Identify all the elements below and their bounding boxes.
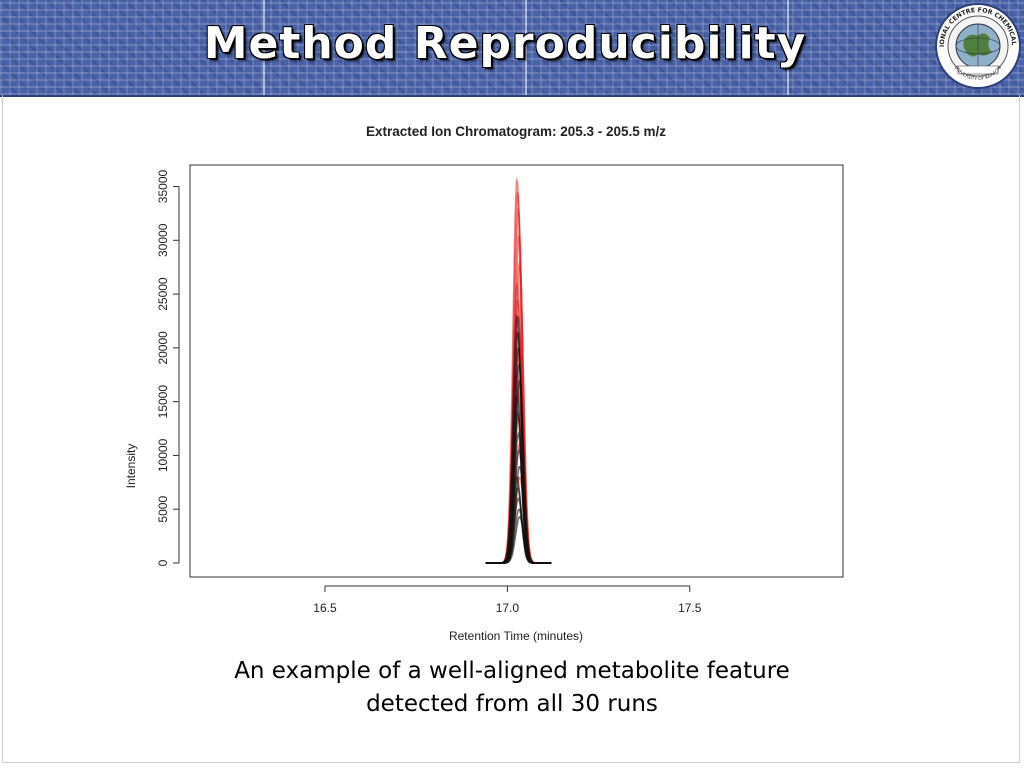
chart-title: Extracted Ion Chromatogram: 205.3 - 205.…	[366, 124, 666, 139]
trace-line-black	[485, 515, 552, 564]
banner-divider	[263, 0, 265, 95]
x-tick-label: 17.0	[496, 601, 520, 615]
chromatogram-chart: Extracted Ion Chromatogram: 205.3 - 205.…	[124, 124, 844, 643]
slide-caption: An example of a well-aligned metabolite …	[0, 655, 1024, 721]
caption-line: detected from all 30 runs	[366, 691, 658, 717]
y-tick-label: 20000	[156, 331, 170, 365]
y-axis: 0 5000 10000 15000 20000 25000 30000 35000	[156, 170, 180, 566]
y-tick-label: 5000	[156, 496, 170, 523]
y-tick-label: 15000	[156, 385, 170, 419]
title-banner: Method Reproducibility INTERNATIONAL CEN…	[0, 0, 1024, 97]
y-tick-label: 35000	[156, 170, 170, 204]
content-frame	[2, 95, 1020, 763]
globe-seal-icon: INTERNATIONAL CENTRE FOR CHEMICAL SCIENC…	[934, 2, 1021, 89]
x-axis: 16.5 17.0 17.5	[313, 585, 702, 615]
y-tick-label: 25000	[156, 277, 170, 311]
y-tick-label: 0	[156, 559, 170, 566]
x-axis-label: Retention Time (minutes)	[449, 629, 583, 643]
slide-title: Method Reproducibility	[203, 18, 807, 69]
y-axis-label: Intensity	[124, 444, 138, 489]
x-tick-label: 17.5	[678, 601, 702, 615]
x-tick-label: 16.5	[313, 601, 337, 615]
banner-divider	[525, 0, 527, 95]
banner-divider	[787, 0, 789, 95]
chromatogram-traces	[485, 177, 552, 564]
y-tick-label: 30000	[156, 223, 170, 257]
y-tick-label: 10000	[156, 438, 170, 472]
caption-line: An example of a well-aligned metabolite …	[234, 658, 790, 684]
